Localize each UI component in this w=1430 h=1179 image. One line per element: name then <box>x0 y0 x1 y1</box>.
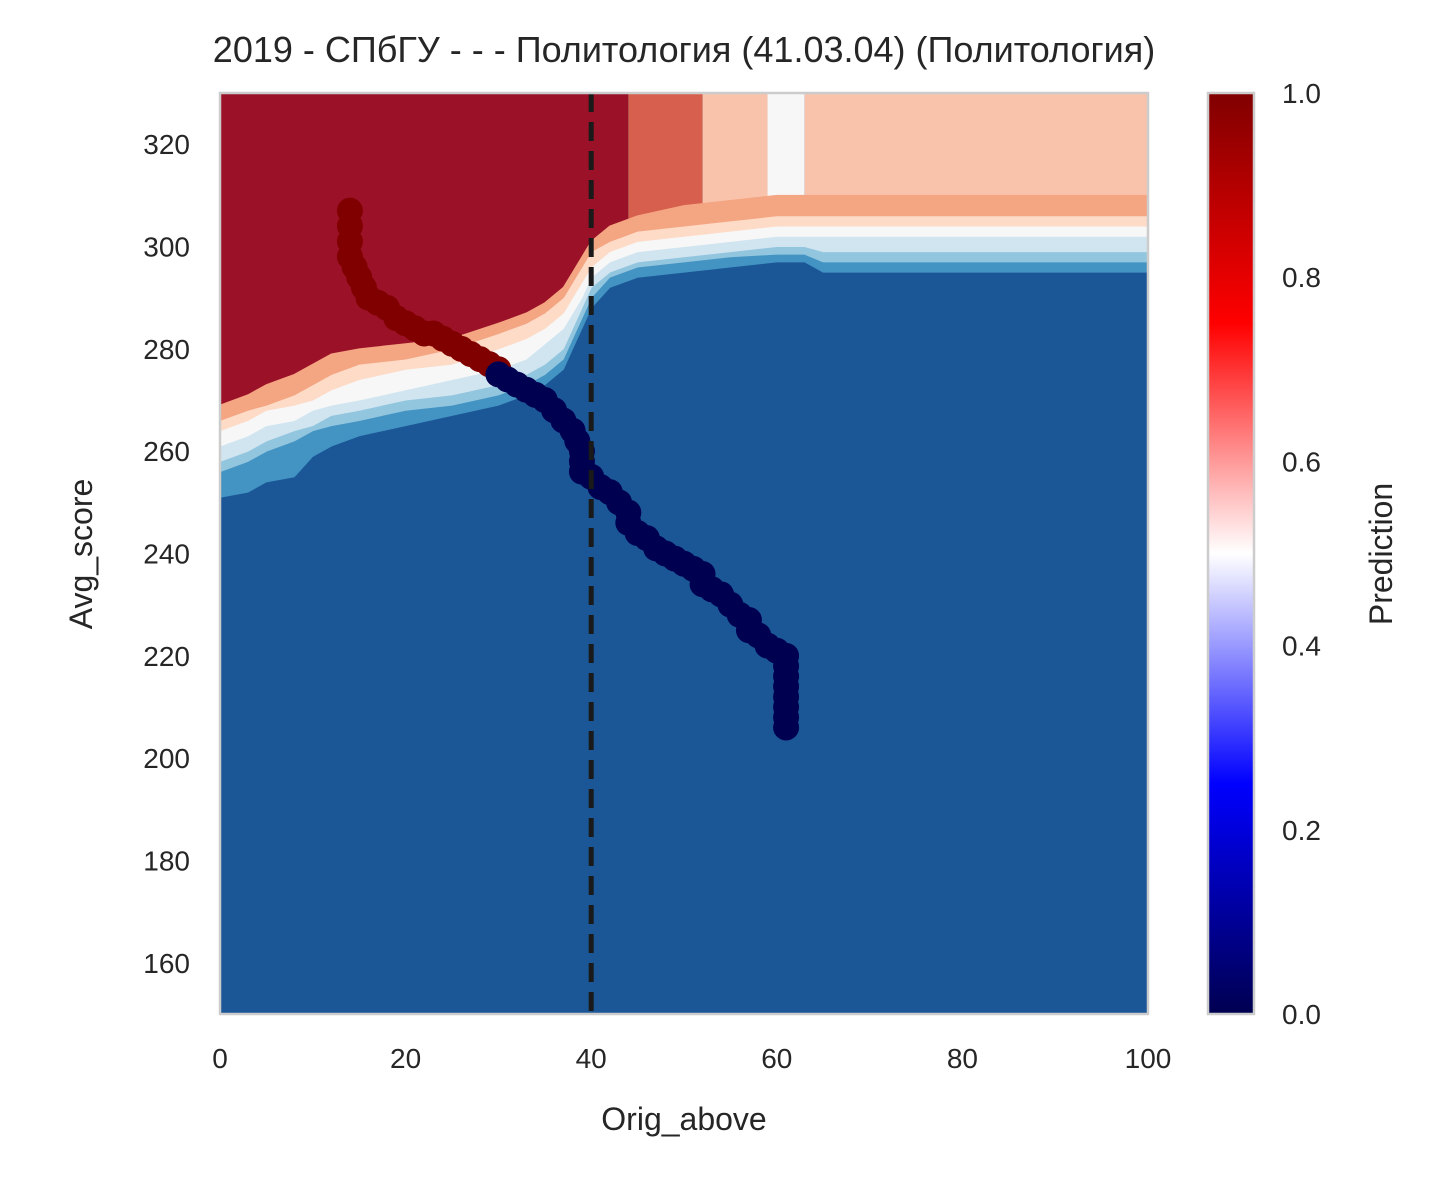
colorbar-tick-label: 0.6 <box>1282 446 1321 477</box>
y-tick-label: 160 <box>143 948 190 979</box>
colorbar-tick-label: 0.2 <box>1282 815 1321 846</box>
y-tick-label: 180 <box>143 846 190 877</box>
x-axis-ticks: 0 20 40 60 80 100 <box>212 1043 1171 1074</box>
y-tick-label: 300 <box>143 232 190 263</box>
colorbar-gradient <box>1208 93 1254 1014</box>
contour-background <box>220 93 1148 1014</box>
x-tick-label: 80 <box>947 1043 978 1074</box>
scatter-points <box>336 197 800 741</box>
scatter-point <box>773 714 800 741</box>
y-tick-label: 260 <box>143 436 190 467</box>
colorbar-tick-label: 0.0 <box>1282 999 1321 1030</box>
x-tick-label: 40 <box>576 1043 607 1074</box>
y-tick-label: 240 <box>143 539 190 570</box>
plot-frame <box>218 91 1150 1016</box>
y-axis-label: Avg_score <box>63 479 99 630</box>
x-tick-label: 0 <box>212 1043 228 1074</box>
y-tick-label: 200 <box>143 743 190 774</box>
chart-title: 2019 - СПбГУ - - - Политология (41.03.04… <box>213 29 1155 70</box>
colorbar-tick-label: 1.0 <box>1282 78 1321 109</box>
colorbar-frame <box>1206 91 1256 1016</box>
colorbar: 0.0 0.2 0.4 0.6 0.8 1.0 Prediction <box>1206 78 1399 1030</box>
x-tick-label: 100 <box>1125 1043 1172 1074</box>
x-tick-label: 60 <box>761 1043 792 1074</box>
colorbar-tick-label: 0.4 <box>1282 631 1321 662</box>
colorbar-tick-label: 0.8 <box>1282 262 1321 293</box>
y-tick-label: 280 <box>143 334 190 365</box>
x-axis-label: Orig_above <box>601 1101 766 1137</box>
y-axis-ticks: 160 180 200 220 240 260 280 300 320 <box>143 129 190 979</box>
colorbar-label: Prediction <box>1363 483 1399 625</box>
y-tick-label: 320 <box>143 129 190 160</box>
colorbar-ticks: 0.0 0.2 0.4 0.6 0.8 1.0 <box>1282 78 1321 1030</box>
x-tick-label: 20 <box>390 1043 421 1074</box>
y-tick-label: 220 <box>143 641 190 672</box>
